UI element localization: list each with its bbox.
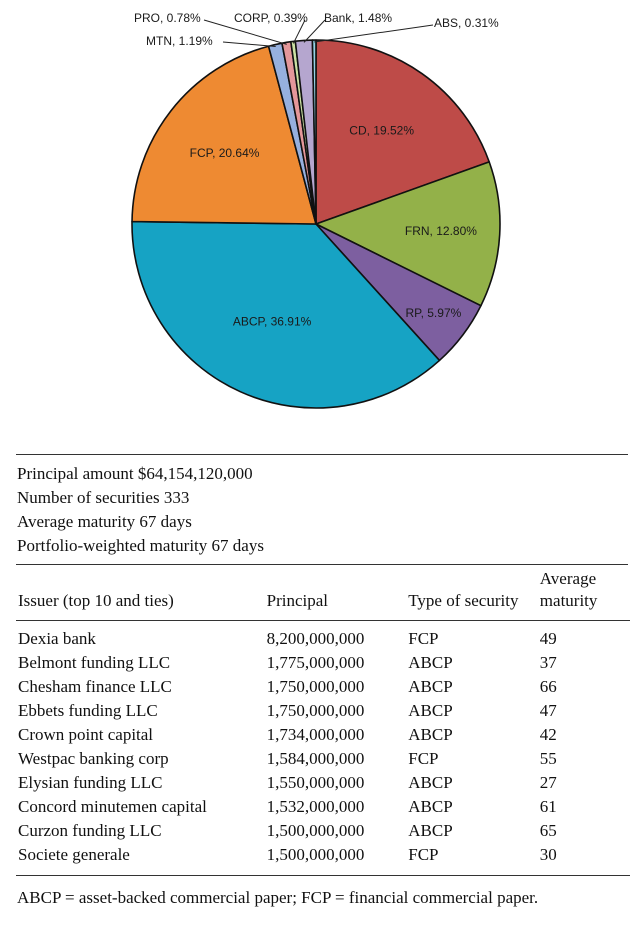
slice-label-bank: Bank, 1.48% xyxy=(324,11,392,25)
header-type: Type of security xyxy=(408,591,519,610)
leader-line-abs xyxy=(314,24,434,43)
principal-cell: 1,775,000,000 xyxy=(266,653,365,672)
principal-cell: 8,200,000,000 xyxy=(266,629,365,648)
slice-label-abs: ABS, 0.31% xyxy=(434,16,499,30)
type-cell: FCP xyxy=(408,629,439,648)
leader-line-bank xyxy=(303,19,326,43)
table-body: Dexia bank 8,200,000,000 FCP 49 Belmont fund… xyxy=(16,621,630,876)
leader-line-pro xyxy=(203,19,287,45)
type-cell: ABCP xyxy=(408,725,453,744)
pie-slice-frn xyxy=(315,161,501,307)
maturity-cell: 65 xyxy=(539,821,557,840)
issuer-cell: Dexia bank xyxy=(18,629,96,648)
principal-cell: 1,550,000,000 xyxy=(266,773,365,792)
principal-amount: Principal amount $64,154,120,000 xyxy=(17,464,253,483)
header-maturity-line1: Average xyxy=(539,569,597,588)
issuer-cell: Ebbets funding LLC xyxy=(18,701,158,720)
table-row: Elysian funding LLC 1,550,000,000 ABCP 27 xyxy=(16,771,630,795)
portfolio-summary: Principal amount $64,154,120,000 Number … xyxy=(17,462,264,558)
type-cell: ABCP xyxy=(408,677,453,696)
type-cell: FCP xyxy=(408,845,439,864)
pie-slice-abs xyxy=(311,39,317,225)
slice-label-pro: PRO, 0.78% xyxy=(134,11,201,25)
issuer-table: Issuer (top 10 and ties) Principal Type … xyxy=(16,568,630,876)
type-cell: FCP xyxy=(408,749,439,768)
table-row: Ebbets funding LLC 1,750,000,000 ABCP 47 xyxy=(16,699,630,723)
maturity-cell: 30 xyxy=(539,845,557,864)
maturity-cell: 47 xyxy=(539,701,557,720)
header-maturity-line2: maturity xyxy=(539,591,598,610)
slice-label-fcp: FCP, 20.64% xyxy=(190,146,260,160)
pie-slice-cd xyxy=(315,39,491,225)
issuer-cell: Chesham finance LLC xyxy=(18,677,172,696)
slice-label-frn: FRN, 12.80% xyxy=(405,224,477,238)
issuer-cell: Curzon funding LLC xyxy=(18,821,162,840)
maturity-cell: 61 xyxy=(539,797,557,816)
type-cell: ABCP xyxy=(408,653,453,672)
table-row: Belmont funding LLC 1,775,000,000 ABCP 37 xyxy=(16,651,630,675)
table-row: Crown point capital 1,734,000,000 ABCP 42 xyxy=(16,723,630,747)
table-row: Chesham finance LLC 1,750,000,000 ABCP 66 xyxy=(16,675,630,699)
slice-label-cd: CD, 19.52% xyxy=(349,124,414,138)
principal-cell: 1,750,000,000 xyxy=(266,701,365,720)
type-cell: ABCP xyxy=(408,821,453,840)
header-maturity: Average maturity xyxy=(538,568,630,621)
slice-label-rp: RP, 5.97% xyxy=(405,306,461,320)
maturity-cell: 42 xyxy=(539,725,557,744)
pie-chart-svg: CD, 19.52% FRN, 12.80% RP, 5.97% ABCP, 36.9… xyxy=(131,11,501,409)
top-rule xyxy=(16,454,628,455)
principal-cell: 1,532,000,000 xyxy=(266,797,365,816)
issuer-cell: Belmont funding LLC xyxy=(18,653,171,672)
maturity-cell: 49 xyxy=(539,629,557,648)
number-of-securities: Number of securities 333 xyxy=(17,488,190,507)
principal-cell: 1,500,000,000 xyxy=(266,845,365,864)
slice-label-abcp: ABCP, 36.91% xyxy=(233,314,312,328)
table-row: Concord minutemen capital 1,532,000,000 AB… xyxy=(16,795,630,819)
issuer-cell: Concord minutemen capital xyxy=(18,797,207,816)
slice-label-mtn: MTN, 1.19% xyxy=(146,34,213,48)
issuer-cell: Elysian funding LLC xyxy=(18,773,163,792)
header-principal: Principal xyxy=(266,591,329,610)
type-cell: ABCP xyxy=(408,701,453,720)
table-row: Dexia bank 8,200,000,000 FCP 49 xyxy=(16,621,630,652)
portfolio-weighted-maturity: Portfolio-weighted maturity 67 days xyxy=(17,536,264,555)
maturity-cell: 66 xyxy=(539,677,557,696)
principal-cell: 1,750,000,000 xyxy=(266,677,365,696)
type-cell: ABCP xyxy=(408,797,453,816)
table-header-row: Issuer (top 10 and ties) Principal Type … xyxy=(16,568,630,621)
type-cell: ABCP xyxy=(408,773,453,792)
slice-label-corp: CORP, 0.39% xyxy=(234,11,308,25)
summary-rule xyxy=(16,564,628,565)
table-row: Curzon funding LLC 1,500,000,000 ABCP 65 xyxy=(16,819,630,843)
pie-slice-abcp xyxy=(131,220,441,409)
principal-cell: 1,500,000,000 xyxy=(266,821,365,840)
footnote: ABCP = asset-backed commercial paper; FC… xyxy=(17,888,539,907)
header-issuer: Issuer (top 10 and ties) xyxy=(18,591,174,610)
issuer-cell: Societe generale xyxy=(18,845,130,864)
maturity-cell: 27 xyxy=(539,773,557,792)
principal-cell: 1,584,000,000 xyxy=(266,749,365,768)
average-maturity: Average maturity 67 days xyxy=(17,512,192,531)
principal-cell: 1,734,000,000 xyxy=(266,725,365,744)
table-row: Westpac banking corp 1,584,000,000 FCP 55 xyxy=(16,747,630,771)
pie-chart: CD, 19.52% FRN, 12.80% RP, 5.97% ABCP, 36.9… xyxy=(0,0,640,430)
issuer-cell: Westpac banking corp xyxy=(18,749,169,768)
maturity-cell: 37 xyxy=(539,653,557,672)
leader-line-corp xyxy=(292,19,306,44)
table-row: Societe generale 1,500,000,000 FCP 30 xyxy=(16,843,630,876)
issuer-cell: Crown point capital xyxy=(18,725,154,744)
leader-line-mtn xyxy=(222,41,276,48)
maturity-cell: 55 xyxy=(539,749,557,768)
pie-slice-fcp xyxy=(131,45,317,225)
